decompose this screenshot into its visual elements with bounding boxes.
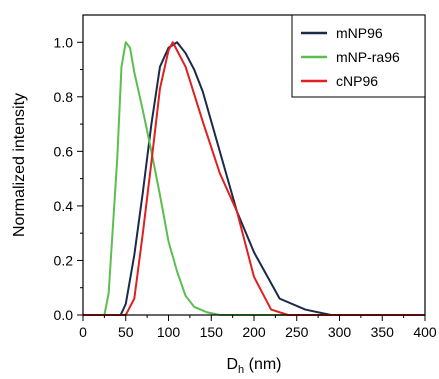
y-tick-label: 0.8 xyxy=(54,89,74,105)
plot-lines xyxy=(83,41,425,316)
legend-label-mNP96: mNP96 xyxy=(336,25,383,41)
series-line-mNP96 xyxy=(83,41,425,316)
y-ticks: 0.0 0.2 0.4 0.6 0.8 1.0 xyxy=(54,34,83,323)
x-tick-label: 0 xyxy=(79,324,87,340)
x-tick-label: 100 xyxy=(157,324,181,340)
legend-label-mNP-ra96: mNP-ra96 xyxy=(336,49,400,65)
x-tick-label: 150 xyxy=(200,324,224,340)
x-tick-label: 50 xyxy=(118,324,134,340)
x-tick-label: 350 xyxy=(371,324,395,340)
x-axis-title: Dh (nm) xyxy=(226,356,281,376)
series-line-mNP-ra96 xyxy=(83,41,425,316)
x-axis-title-unit: (nm) xyxy=(244,356,281,373)
x-tick-label: 250 xyxy=(285,324,309,340)
y-tick-label: 0.4 xyxy=(54,198,74,214)
x-tick-label: 300 xyxy=(328,324,352,340)
x-ticks: 0 50 100 150 200 250 300 350 400 xyxy=(79,315,437,340)
x-axis-title-subscript: h xyxy=(238,364,244,376)
y-tick-label: 0.6 xyxy=(54,143,74,159)
y-tick-label: 0.0 xyxy=(54,307,74,323)
legend-label-cNP96: cNP96 xyxy=(336,73,378,89)
x-tick-label: 400 xyxy=(413,324,437,340)
x-tick-label: 200 xyxy=(242,324,266,340)
x-axis-title-main: D xyxy=(226,356,238,373)
legend: mNP96 mNP-ra96 cNP96 xyxy=(291,14,426,98)
series-line-cNP96 xyxy=(83,41,425,316)
y-tick-label: 1.0 xyxy=(54,34,74,50)
y-axis-title: Normalized intensity xyxy=(11,93,28,237)
y-tick-label: 0.2 xyxy=(54,252,74,268)
